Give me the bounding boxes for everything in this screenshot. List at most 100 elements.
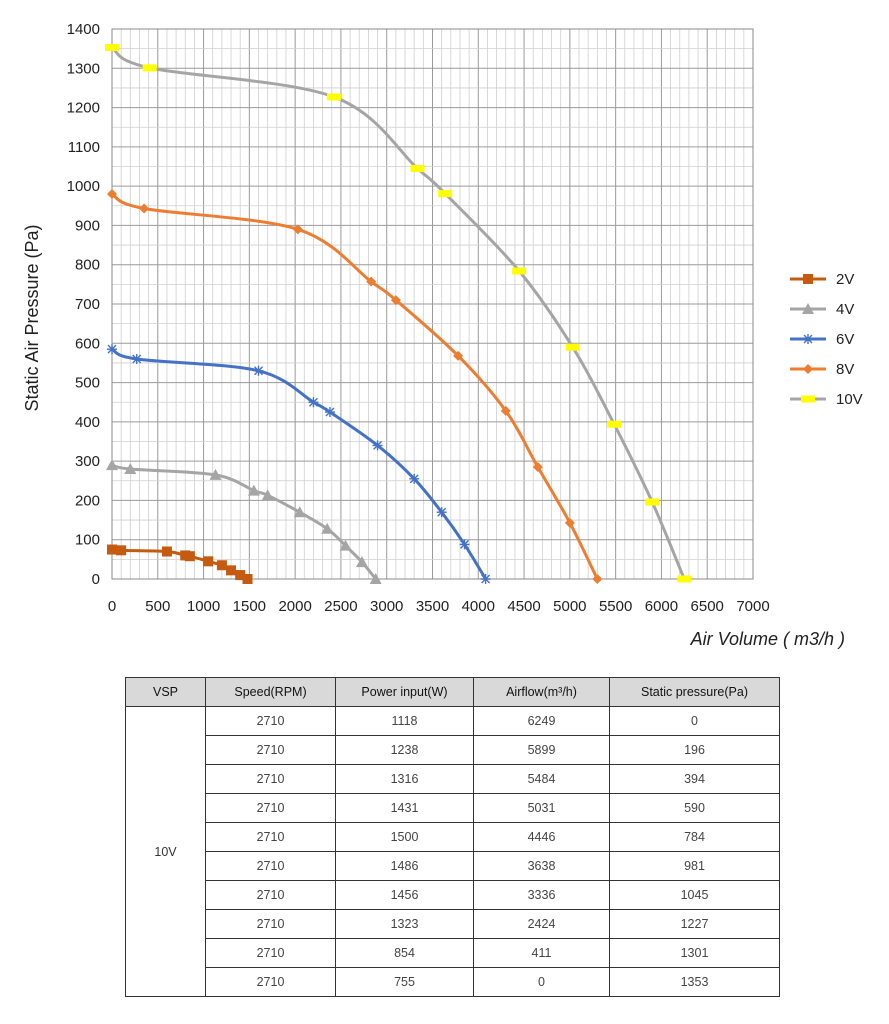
y-tick-label: 400 (75, 414, 100, 431)
x-tick-label: 5000 (553, 598, 586, 615)
data-point-2V (235, 570, 246, 581)
data-point-4V (339, 539, 352, 551)
legend-label: 2V (836, 271, 854, 288)
y-tick-label: 500 (75, 375, 100, 392)
table-cell: 2710 (205, 851, 336, 881)
series-line-6V (111, 347, 487, 580)
table-cell: 394 (609, 764, 780, 794)
data-point-6V (107, 344, 117, 355)
legend-item-2V: 2V (790, 271, 854, 288)
data-point-10V (677, 575, 692, 583)
header-power: Power input(W) (335, 677, 474, 707)
series-6V (107, 344, 491, 584)
data-point-4V (261, 489, 274, 501)
data-point-8V (532, 462, 543, 473)
data-point-6V (308, 397, 319, 408)
data-point-4V (355, 556, 368, 568)
legend-label: 6V (836, 331, 854, 348)
y-tick-label: 0 (92, 571, 100, 588)
table-cell: 0 (609, 706, 780, 736)
x-tick-label: 6500 (691, 598, 724, 615)
header-speed: Speed(RPM) (205, 677, 336, 707)
data-point-10V (410, 164, 425, 172)
table-cell: 2710 (205, 880, 336, 910)
x-tick-label: 1500 (233, 598, 266, 615)
legend-item-10V: 10V (790, 391, 863, 408)
data-point-6V (131, 354, 142, 364)
legend-label: 10V (836, 391, 863, 408)
legend-label: 4V (836, 301, 854, 318)
x-tick-label: 500 (145, 598, 170, 615)
chart-grid (111, 28, 754, 580)
data-point-10V (512, 267, 527, 275)
data-point-8V (564, 517, 575, 528)
table-cell: 411 (473, 938, 610, 968)
data-point-6V (480, 574, 491, 584)
data-point-8V (107, 189, 117, 199)
legend-item-8V: 8V (790, 361, 854, 378)
table-row: 2710 1323 2424 1227 (126, 909, 780, 939)
table-row: 2710 854 411 1301 (126, 938, 780, 968)
x-tick-label: 7000 (736, 598, 769, 615)
table-cell: 755 (335, 967, 474, 997)
data-point-10V (607, 420, 622, 428)
x-tick-label: 5500 (599, 598, 632, 615)
y-axis-title: Static Air Pressure (Pa) (22, 224, 42, 411)
x-tick-label: 4500 (507, 598, 540, 615)
data-point-2V (226, 565, 237, 576)
x-tick-label: 0 (108, 598, 116, 615)
data-point-4V (106, 459, 118, 471)
data-point-4V (209, 468, 222, 480)
table-row: 2710 1316 5484 394 (126, 764, 780, 794)
table-cell: 2710 (205, 967, 336, 997)
table-cell: 854 (335, 938, 474, 968)
data-point-6V (436, 507, 447, 518)
table-header-row: VSP Speed(RPM) Power input(W) Airflow(m³… (125, 677, 780, 707)
x-tick-label: 2000 (278, 598, 311, 615)
table-cell: 784 (609, 822, 780, 852)
data-point-8V (139, 203, 150, 214)
table-cell: 1238 (335, 735, 474, 765)
x-tick-label: 3000 (370, 598, 403, 615)
table-cell: 1500 (335, 822, 474, 852)
header-pressure: Static pressure(Pa) (609, 677, 780, 707)
y-tick-label: 600 (75, 335, 100, 352)
y-tick-label: 700 (75, 296, 100, 313)
y-tick-label: 200 (75, 492, 100, 509)
data-point-4V (293, 506, 306, 518)
x-tick-label: 1000 (187, 598, 220, 615)
y-tick-label: 1200 (67, 100, 100, 117)
data-point-8V (366, 276, 377, 287)
data-point-6V (324, 407, 335, 418)
table-cell: 2710 (205, 764, 336, 794)
header-airflow: Airflow(m³/h) (473, 677, 610, 707)
table-cell: 1316 (335, 764, 474, 794)
data-point-6V (253, 365, 264, 376)
data-point-8V (592, 574, 603, 584)
table-row: 2710 1486 3638 981 (126, 851, 780, 881)
data-point-10V (565, 343, 580, 351)
vsp-cell: 10V (125, 706, 206, 997)
data-point-10V (645, 498, 660, 506)
x-axis-ticks: 0 500 1000 1500 2000 2500 3000 3500 4000 4500 5000… (108, 598, 770, 615)
table-cell: 5484 (473, 764, 610, 794)
data-point-4V (247, 484, 260, 496)
y-tick-label: 1100 (68, 139, 100, 156)
table-cell: 5031 (473, 793, 610, 823)
table-row: 10V 2710 1118 6249 0 (125, 706, 780, 997)
legend-marker (803, 274, 813, 284)
data-point-6V (409, 473, 420, 484)
table-cell: 1301 (609, 938, 780, 968)
table-cell: 4446 (473, 822, 610, 852)
table-cell: 1486 (335, 851, 474, 881)
data-point-10V (142, 64, 157, 72)
chart-series (105, 43, 692, 584)
chart-legend: 2V 4V 6V 8V 10V (790, 271, 863, 408)
data-point-2V (242, 574, 253, 584)
series-line-4V (111, 463, 377, 580)
table-row: 2710 1456 3336 1045 (126, 880, 780, 910)
table-row: 2710 1500 4446 784 (126, 822, 780, 852)
y-axis-ticks: 0 100 200 300 400 500 600 700 800 900 1000 1100 1200… (67, 21, 100, 588)
table-row: 2710 755 0 1353 (126, 967, 780, 997)
table-cell: 2710 (205, 909, 336, 939)
